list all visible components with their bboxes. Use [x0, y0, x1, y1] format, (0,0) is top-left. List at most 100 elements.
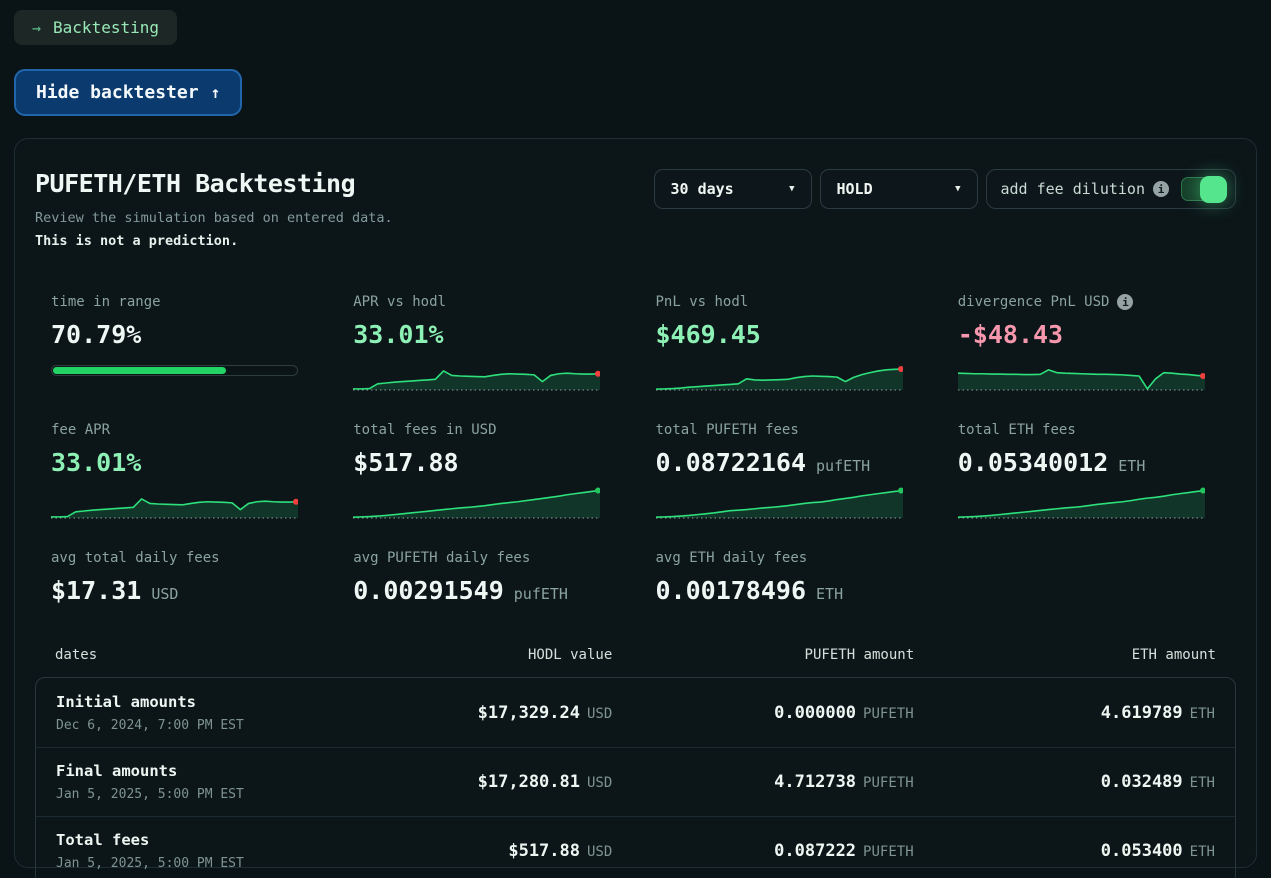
stat-label-text: avg ETH daily fees — [655, 550, 808, 566]
stat-value: 0.00178496 ETH — [656, 576, 918, 605]
stat-value-number: -$48.43 — [957, 320, 1064, 349]
stat-label: avg total daily fees — [51, 549, 313, 567]
stat-chart — [957, 357, 1220, 393]
stat-chart — [353, 485, 615, 521]
stat-label: avg PUFETH daily fees — [353, 549, 615, 567]
fee-dilution-control: add fee dilution i — [985, 169, 1236, 209]
stat-avg-eth-daily-fees: avg ETH daily fees 0.00178496 ETH — [656, 549, 918, 605]
hide-backtester-button[interactable]: Hide backtester ↑ — [14, 69, 243, 116]
stat-value-number: 0.00291549 — [353, 576, 504, 605]
stat-value: 0.00291549 pufETH — [353, 576, 615, 605]
card-titles: PUFETH/ETH Backtesting Review the simula… — [35, 169, 654, 249]
stat-value: 33.01% — [353, 320, 615, 349]
stat-value-unit: pufETH — [816, 457, 871, 475]
sparkline-chart — [353, 370, 602, 391]
stat-avg-pufeth-daily-fees: avg PUFETH daily fees 0.00291549 pufETH — [353, 549, 615, 605]
cell-value: 4.712738 — [774, 772, 857, 792]
info-icon[interactable]: i — [1153, 181, 1169, 197]
controls: 30 days ▼ HOLD ▼ add fee dilution i — [653, 169, 1236, 249]
arrow-up-icon: ↑ — [210, 83, 221, 102]
sparkline-chart — [655, 487, 904, 519]
period-select[interactable]: 30 days ▼ — [653, 169, 812, 209]
table-header-dates: dates — [55, 647, 98, 663]
stat-label: divergence PnL USD i — [958, 293, 1220, 311]
row-label-cell: Total fees Jan 5, 2025, 5:00 PM EST — [56, 831, 357, 871]
cell-unit: PUFETH — [863, 775, 914, 791]
cell-unit: ETH — [1189, 775, 1215, 791]
stat-value-number: $469.45 — [655, 320, 761, 349]
stat-value-unit: USD — [151, 585, 179, 603]
stat-label-text: total fees in USD — [353, 422, 497, 438]
cell-unit: ETH — [1189, 705, 1215, 722]
backtesting-card: PUFETH/ETH Backtesting Review the simula… — [14, 138, 1257, 878]
stat-value-unit: pufETH — [513, 585, 568, 603]
row-name: Total fees — [56, 831, 150, 849]
table-header-hodl-value: HODL value — [527, 647, 613, 663]
stat-label-text: total ETH fees — [957, 422, 1076, 438]
stat-divergence-pnl-usd: divergence PnL USD i -$48.43 — [957, 293, 1220, 393]
stat-value-unit: ETH — [816, 585, 844, 603]
stat-value-unit: ETH — [1118, 457, 1146, 475]
stat-label: time in range — [51, 293, 313, 311]
cell-unit: ETH — [1189, 844, 1215, 860]
sparkline-chart — [353, 487, 602, 519]
row-cell-pufeth-amount: 4.712738 PUFETH — [612, 772, 913, 792]
page-title: PUFETH/ETH Backtesting — [35, 169, 356, 198]
row-date: Jan 5, 2025, 5:00 PM EST — [56, 856, 244, 871]
stat-value-number: 33.01% — [353, 320, 444, 349]
cell-value: 0.032489 — [1100, 772, 1183, 792]
stat-pnl-vs-hodl: PnL vs hodl $469.45 — [655, 293, 918, 393]
stat-total-eth-fees: total ETH fees 0.05340012 ETH — [957, 421, 1220, 521]
card-header: PUFETH/ETH Backtesting Review the simula… — [35, 169, 1236, 249]
toggle-knob — [1200, 176, 1227, 203]
stat-value-number: 0.00178496 — [655, 576, 807, 605]
breadcrumb-label: Backtesting — [53, 18, 159, 37]
stat-value-number: 0.05340012 — [957, 448, 1109, 477]
sparkline-chart — [957, 369, 1206, 391]
cell-unit: PUFETH — [863, 705, 914, 722]
fee-dilution-label: add fee dilution — [1000, 180, 1146, 198]
info-icon[interactable]: i — [1117, 294, 1134, 310]
table-row-final-amounts: Final amounts Jan 5, 2025, 5:00 PM EST $17… — [36, 747, 1235, 816]
table-row-total-fees: Total fees Jan 5, 2025, 5:00 PM EST $517.8… — [36, 816, 1235, 878]
row-label-cell: Final amounts Jan 5, 2025, 5:00 PM EST — [56, 762, 357, 802]
backtesting-breadcrumb[interactable]: → Backtesting — [14, 10, 177, 45]
row-cell-pufeth-amount: 0.000000 PUFETH — [612, 703, 913, 723]
row-cell-hodl-value: $517.88 USD — [357, 841, 612, 861]
stat-label-text: PnL vs hodl — [655, 294, 749, 310]
sparkline-chart — [655, 366, 904, 391]
stat-value: $469.45 — [656, 320, 918, 349]
cell-value: $17,329.24 — [477, 702, 580, 723]
stats-grid: time in range 70.79% APR vs hodl 33.01% PnL … — [35, 293, 1236, 605]
table-header-pufeth-amount: PUFETH amount — [804, 647, 915, 663]
row-cell-eth-amount: 0.032489 ETH — [914, 772, 1215, 792]
stat-label: APR vs hodl — [353, 293, 615, 311]
stat-avg-total-daily-fees: avg total daily fees $17.31 USD — [51, 549, 313, 605]
table-body: Initial amounts Dec 6, 2024, 7:00 PM EST $… — [35, 677, 1236, 878]
row-cell-hodl-value: $17,280.81 USD — [357, 772, 613, 792]
fee-dilution-toggle[interactable] — [1181, 176, 1227, 203]
cell-value: $517.88 — [508, 841, 580, 861]
stat-chart — [51, 485, 313, 521]
stat-label-text: total PUFETH fees — [655, 422, 799, 438]
card-disclaimer: This is not a prediction. — [35, 233, 239, 249]
table-row-initial-amounts: Initial amounts Dec 6, 2024, 7:00 PM EST $… — [36, 678, 1235, 747]
row-label-cell: Initial amounts Dec 6, 2024, 7:00 PM EST — [56, 693, 357, 733]
row-date: Dec 6, 2024, 7:00 PM EST — [56, 717, 244, 733]
stat-chart — [655, 485, 918, 521]
cell-unit: PUFETH — [863, 844, 914, 860]
stat-label-text: avg PUFETH daily fees — [353, 550, 531, 566]
row-name: Initial amounts — [56, 692, 196, 711]
stat-label: PnL vs hodl — [656, 293, 918, 311]
period-select-value: 30 days — [670, 180, 734, 198]
strategy-select[interactable]: HOLD ▼ — [819, 169, 978, 209]
stat-value-number: $17.31 — [51, 576, 142, 605]
row-cell-eth-amount: 0.053400 ETH — [914, 841, 1215, 861]
stat-value: 70.79% — [51, 320, 313, 349]
stat-value-number: 33.01% — [51, 448, 142, 477]
cell-value: 0.000000 — [774, 702, 857, 723]
stat-value: $17.31 USD — [51, 576, 313, 605]
cell-unit: USD — [587, 775, 613, 791]
row-cell-hodl-value: $17,329.24 USD — [357, 702, 613, 723]
stat-value: 33.01% — [51, 448, 313, 477]
